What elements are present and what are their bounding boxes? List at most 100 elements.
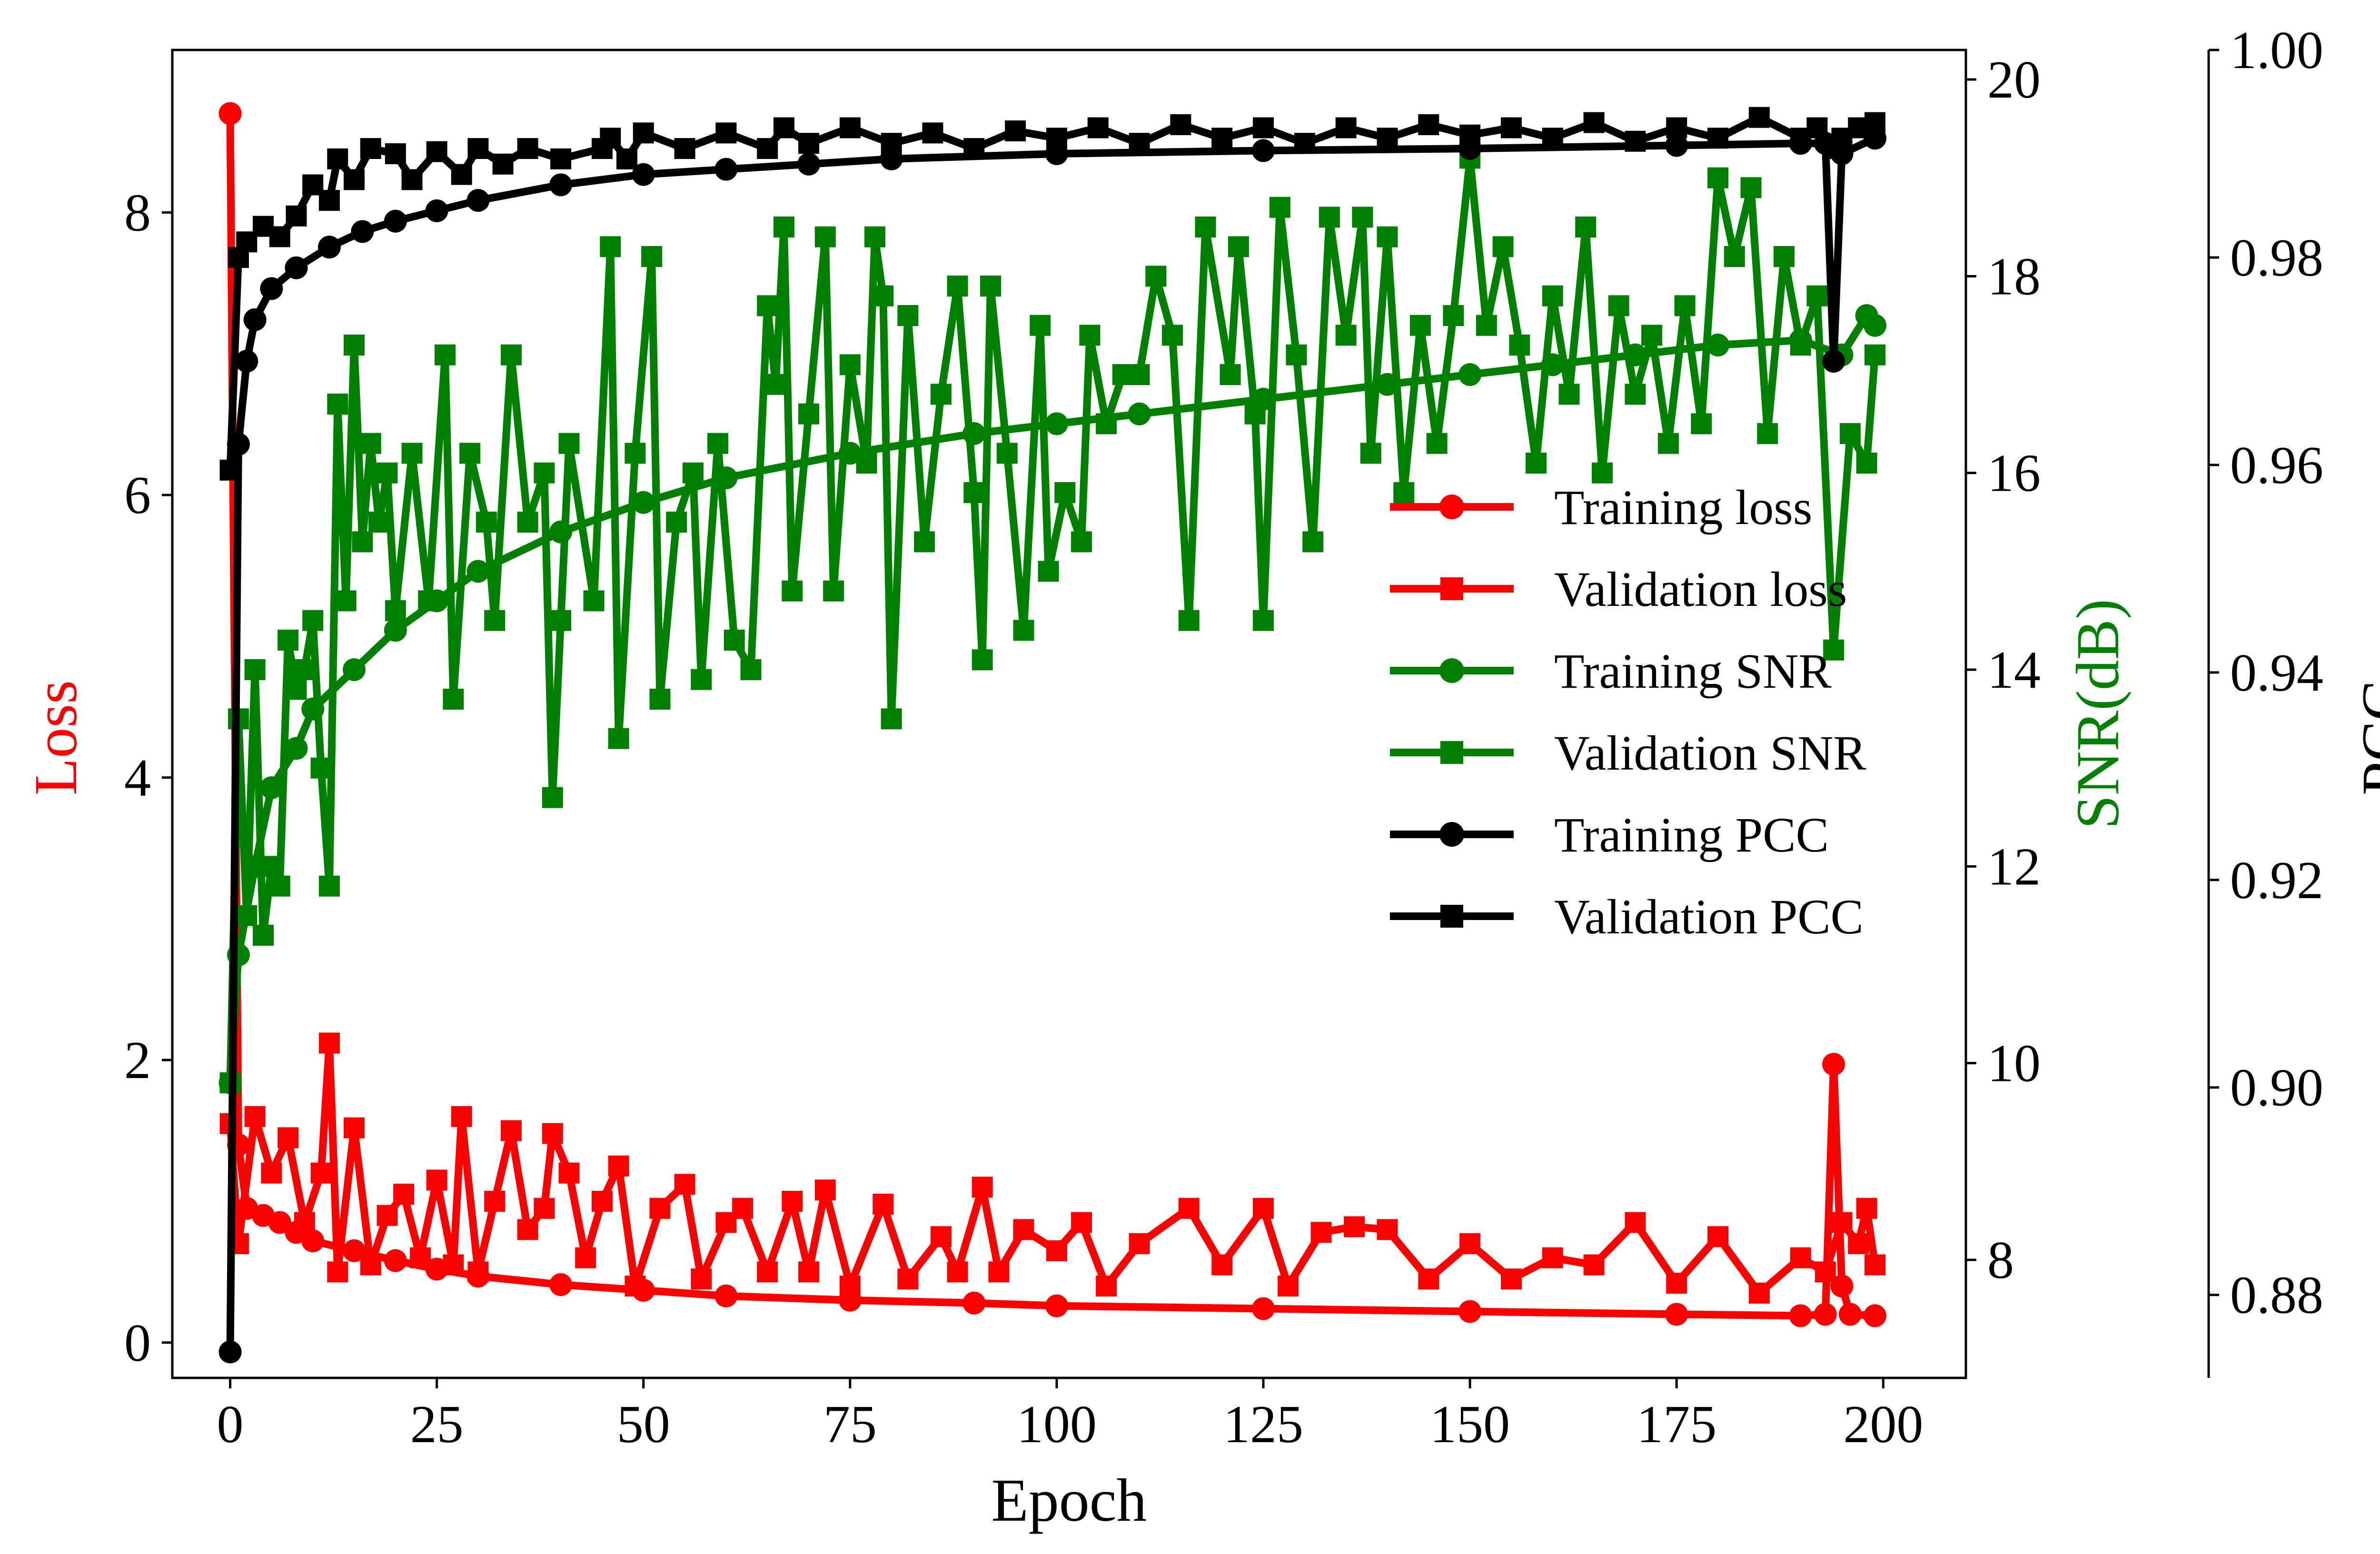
data-point-validation-loss [1856, 1198, 1877, 1219]
snr-tick-label: 20 [1987, 50, 2041, 109]
legend-label: Validation PCC [1554, 890, 1864, 944]
data-point-validation-loss [1071, 1212, 1092, 1233]
legend-marker [1440, 905, 1463, 928]
data-point-validation-loss [1707, 1226, 1729, 1247]
snr-tick-label: 16 [1987, 444, 2041, 503]
data-point-validation-snr [814, 226, 836, 247]
data-point-validation-loss [1278, 1276, 1299, 1297]
data-point-validation-snr [996, 443, 1018, 464]
legend-label: Training loss [1554, 480, 1812, 535]
data-point-validation-snr [1178, 610, 1200, 631]
data-point-training-loss [218, 102, 242, 125]
data-point-validation-snr [360, 433, 381, 454]
data-point-validation-pcc [798, 133, 820, 154]
data-point-validation-loss [1790, 1247, 1811, 1268]
data-point-validation-snr [1228, 236, 1249, 257]
data-point-validation-loss [409, 1247, 431, 1268]
data-point-validation-loss [310, 1162, 332, 1184]
data-point-validation-snr [897, 305, 919, 326]
data-point-validation-snr [1625, 384, 1646, 405]
data-point-training-snr [1128, 402, 1151, 426]
data-point-training-loss [1830, 1275, 1854, 1298]
data-point-validation-pcc [451, 164, 472, 185]
data-point-training-loss [962, 1291, 986, 1315]
data-point-validation-snr [625, 443, 646, 464]
data-point-validation-pcc [881, 133, 902, 154]
legend-entry-training-loss: Training loss [1390, 480, 1812, 535]
data-point-validation-snr [947, 276, 968, 297]
x-tick-label: 200 [1843, 1395, 1923, 1454]
data-point-validation-loss [360, 1254, 381, 1276]
data-point-validation-snr [773, 217, 794, 238]
data-point-validation-snr [476, 512, 497, 533]
data-point-validation-loss [344, 1117, 365, 1138]
data-point-validation-snr [881, 708, 902, 730]
data-point-validation-loss [1748, 1282, 1770, 1304]
data-point-validation-pcc [385, 143, 406, 164]
plot-frame [171, 49, 1967, 1379]
data-point-validation-loss [591, 1190, 613, 1212]
data-point-validation-snr [724, 630, 745, 651]
data-point-validation-pcc [963, 138, 985, 159]
legend-marker [1439, 495, 1464, 519]
data-point-training-snr [260, 776, 283, 799]
data-point-validation-snr [368, 512, 390, 533]
legend-marker [1439, 658, 1464, 683]
data-point-validation-snr [1641, 325, 1663, 346]
data-point-validation-snr [1509, 335, 1530, 356]
data-point-validation-pcc [1335, 117, 1357, 139]
data-point-validation-snr [1244, 403, 1266, 425]
data-point-validation-snr [534, 462, 555, 484]
data-point-validation-snr [1443, 305, 1464, 326]
data-point-validation-snr [500, 344, 522, 366]
data-point-validation-loss [930, 1226, 952, 1247]
data-point-validation-snr [914, 531, 935, 553]
data-point-training-pcc [384, 209, 407, 233]
legend-entry-validation-loss: Validation loss [1390, 562, 1847, 617]
data-point-validation-snr [1426, 433, 1448, 454]
data-point-training-loss [425, 1257, 448, 1281]
data-point-validation-snr [517, 512, 538, 533]
legend-label: Validation loss [1554, 562, 1847, 617]
data-point-validation-snr [1360, 443, 1381, 464]
data-point-validation-loss [1848, 1233, 1869, 1255]
data-point-training-pcc [218, 1340, 242, 1364]
data-point-training-loss [1863, 1304, 1886, 1327]
data-point-training-pcc [317, 236, 341, 259]
data-point-training-snr [1458, 363, 1482, 386]
data-point-validation-pcc [467, 138, 489, 159]
data-point-validation-loss [873, 1193, 894, 1215]
data-point-validation-loss [1418, 1268, 1439, 1290]
data-point-validation-snr [963, 482, 985, 503]
data-point-validation-loss [1344, 1216, 1365, 1237]
data-point-validation-snr [1773, 246, 1795, 267]
data-point-validation-loss [327, 1261, 348, 1283]
data-point-training-pcc [797, 152, 821, 176]
data-point-training-pcc [1252, 139, 1275, 162]
data-point-validation-snr [583, 590, 605, 612]
data-point-validation-loss [1310, 1222, 1332, 1243]
data-point-training-snr [632, 491, 655, 514]
data-point-validation-pcc [1294, 133, 1315, 154]
data-point-validation-loss [517, 1219, 538, 1240]
data-point-validation-loss [451, 1106, 472, 1127]
data-point-validation-loss [1046, 1240, 1067, 1261]
data-point-validation-pcc [600, 128, 621, 149]
pcc-axis: 0.88 0.90 0.92 0.94 0.96 0.98 1.00 [2209, 21, 2323, 1325]
data-point-validation-pcc [344, 169, 365, 190]
snr-tick-label: 10 [1987, 1034, 2041, 1093]
data-point-validation-snr [550, 610, 572, 631]
data-point-validation-snr [873, 285, 894, 307]
snr-tick-label: 12 [1987, 837, 2041, 896]
data-point-validation-snr [1286, 344, 1307, 366]
data-point-validation-snr [823, 580, 844, 602]
data-point-validation-pcc [1748, 107, 1770, 128]
snr-tick-label: 8 [1987, 1231, 2014, 1290]
data-point-validation-snr [1013, 620, 1034, 641]
data-point-validation-snr [1409, 315, 1431, 336]
data-point-validation-snr [236, 905, 258, 926]
data-point-validation-pcc [1046, 128, 1067, 149]
data-point-training-loss [1814, 1303, 1837, 1326]
data-point-validation-loss [1013, 1219, 1034, 1240]
loss-tick-label: 4 [124, 749, 151, 808]
